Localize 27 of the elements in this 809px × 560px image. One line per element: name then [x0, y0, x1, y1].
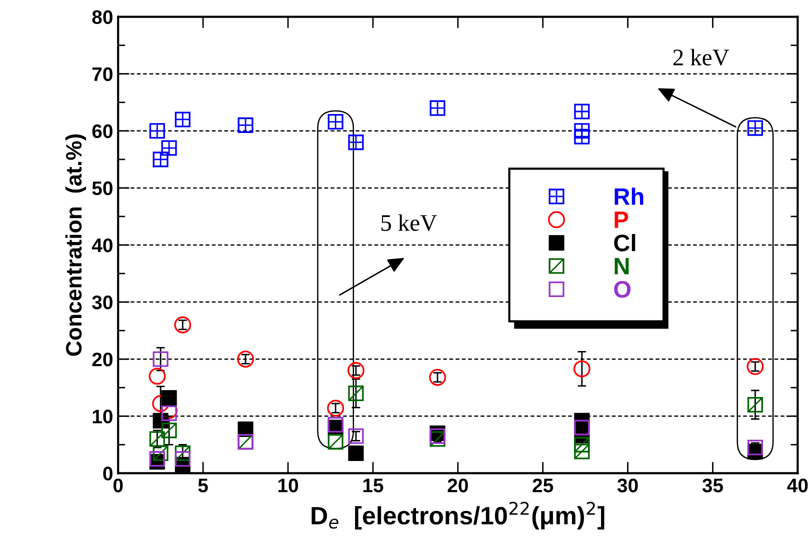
x-tick-label: 20	[448, 478, 468, 492]
legend-label: Rh	[614, 188, 644, 205]
y-tick-label: 10	[92, 410, 112, 424]
x-tick-label: 0	[113, 478, 123, 492]
y-tick-label: 60	[92, 124, 112, 138]
y-tick-label: 0	[103, 466, 112, 480]
y-tick-label: 20	[92, 352, 112, 366]
y-tick-label: 50	[92, 181, 112, 196]
legend-label: Cl	[614, 234, 636, 252]
y-tick-label: 30	[92, 296, 112, 310]
x-axis-title: D$_{e}$ [electrons/10$^{22}$(μm)$^{2}$]	[312, 502, 604, 530]
y-axis-title: Concentration (at.%)	[65, 134, 86, 356]
x-tick-label: 25	[532, 478, 554, 492]
x-tick-label: 5	[198, 478, 208, 492]
y-tick-label: 80	[92, 10, 112, 24]
legend-label: P	[614, 212, 628, 228]
y-tick-label: 70	[92, 67, 112, 82]
x-tick-label: 10	[278, 478, 298, 492]
legend-label: N	[614, 258, 629, 274]
x-tick-label: 40	[787, 478, 808, 492]
y-tick-label: 40	[92, 238, 112, 252]
legend-label: O	[614, 281, 631, 298]
x-tick-label: 30	[617, 478, 638, 492]
annotation: 2 keV	[673, 48, 730, 66]
annotation: 5 keV	[381, 214, 437, 232]
x-tick-label: 15	[363, 478, 384, 492]
x-tick-label: 35	[702, 478, 723, 492]
